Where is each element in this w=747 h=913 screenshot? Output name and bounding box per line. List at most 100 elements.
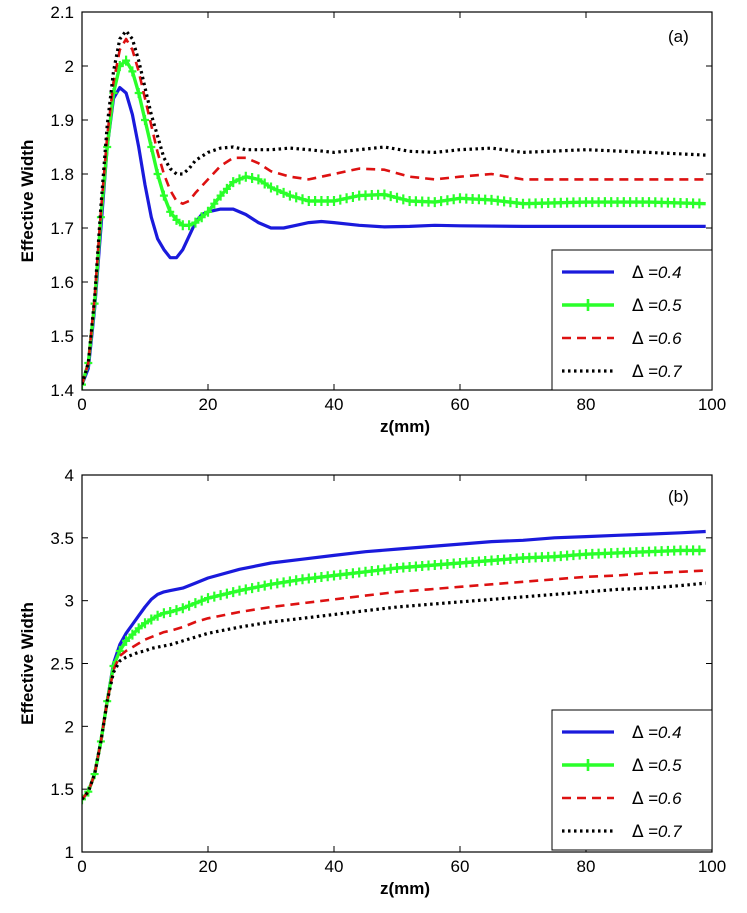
series-marker: [254, 581, 263, 592]
series-line-delta-0-7: [82, 581, 706, 801]
series-marker: [241, 584, 250, 595]
legend-label: =0.5: [648, 756, 682, 775]
y-tick-label: 1.6: [50, 273, 74, 292]
chart-panel-b: 0 20 40 60 80 100 1 1.5 2 2.5 3 3.5 4 (b) z(mm) Effecti…: [18, 466, 726, 898]
series-marker: [153, 610, 162, 621]
series-marker: [159, 608, 168, 619]
x-tick-label: 60: [451, 395, 470, 414]
legend-label: =0.4: [648, 723, 682, 742]
series-marker: [267, 182, 275, 193]
series-marker: [393, 192, 401, 203]
series-marker: [147, 142, 156, 152]
legend-symbol: Δ: [632, 723, 644, 743]
series-marker: [292, 192, 301, 203]
x-tick-label: 80: [577, 857, 596, 876]
series-marker: [216, 190, 225, 201]
legend-symbol: Δ: [632, 362, 644, 382]
series-marker: [695, 545, 704, 556]
axes-box: [81, 474, 713, 853]
legend-symbol: Δ: [632, 296, 644, 316]
series-marker: [235, 174, 244, 185]
x-axis-label: z(mm): [380, 879, 430, 898]
series-marker: [197, 212, 206, 223]
legend-symbol: Δ: [632, 756, 644, 776]
x-tick-label: 20: [199, 395, 218, 414]
y-axis-label: Effective Width: [18, 602, 37, 725]
series-marker: [82, 794, 86, 805]
series-marker: [222, 183, 231, 194]
series-marker: [122, 635, 131, 646]
series-marker: [134, 623, 143, 634]
y-tick-label: 3: [65, 592, 74, 611]
legend-symbol: Δ: [632, 789, 644, 809]
series-line-delta-0-7: [82, 29, 706, 386]
series-marker: [279, 187, 288, 198]
legend: Δ =0.4Δ =0.5Δ =0.6Δ =0.7: [551, 709, 713, 851]
series-marker: [115, 645, 124, 656]
series-marker: [298, 194, 307, 205]
x-tick-label: 0: [77, 395, 86, 414]
series-marker: [285, 190, 294, 201]
series-marker: [248, 583, 257, 594]
series-marker: [166, 206, 175, 217]
y-tick-label: 1.7: [50, 219, 74, 238]
panel-label: (a): [668, 27, 689, 46]
y-tick-label: 2: [65, 717, 74, 736]
series-marker: [191, 217, 200, 228]
series-marker: [159, 190, 168, 201]
y-tick-label: 3.5: [50, 529, 74, 548]
legend-symbol: Δ: [632, 329, 644, 349]
series-marker: [229, 177, 238, 188]
legend-label: =0.7: [648, 362, 682, 381]
x-tick-label: 0: [77, 857, 86, 876]
series-marker: [342, 193, 351, 204]
series-markers: [82, 55, 704, 390]
y-tick-label: 2.5: [50, 655, 74, 674]
series-marker: [128, 629, 137, 640]
y-tick-label: 1.8: [50, 165, 74, 184]
y-tick-label: 1.4: [50, 381, 74, 400]
series-marker: [330, 196, 338, 206]
y-axis-label: Effective Width: [18, 140, 37, 263]
series-marker: [348, 191, 357, 202]
series-marker: [122, 55, 131, 66]
y-tick-label: 1: [65, 843, 74, 862]
series-line-delta-0-6: [82, 569, 706, 801]
axes-box: [81, 11, 713, 391]
series-marker: [260, 580, 269, 591]
y-tick-label: 1.5: [50, 327, 74, 346]
series-marker: [248, 173, 257, 184]
panel-label: (b): [668, 487, 689, 506]
series-marker: [204, 206, 212, 217]
series-marker: [185, 220, 194, 231]
series-marker: [229, 587, 238, 598]
series-marker: [386, 191, 395, 202]
series-marker: [197, 595, 206, 606]
series-marker: [210, 591, 219, 602]
series-marker: [399, 194, 408, 205]
series-marker: [191, 598, 200, 609]
series-marker: [210, 198, 219, 209]
series-marker: [216, 590, 225, 601]
series-marker: [380, 189, 389, 200]
series-marker: [172, 605, 181, 616]
x-tick-label: 100: [698, 857, 726, 876]
y-tick-label: 4: [65, 466, 74, 485]
legend-label: =0.6: [648, 789, 682, 808]
series-marker: [260, 178, 269, 189]
y-tick-label: 2.1: [50, 3, 74, 22]
legend-label: =0.5: [648, 296, 682, 315]
series-marker: [273, 185, 282, 196]
series-marker: [128, 66, 137, 77]
x-tick-label: 40: [325, 395, 344, 414]
y-tick-label: 1.9: [50, 111, 74, 130]
series-marker: [141, 115, 149, 125]
legend-symbol: Δ: [632, 263, 644, 283]
legend-label: =0.4: [648, 263, 682, 282]
series-marker: [178, 603, 187, 614]
series-marker: [241, 171, 250, 182]
legend-label: =0.6: [648, 329, 682, 348]
series-marker: [153, 169, 162, 179]
series-marker: [185, 600, 194, 611]
